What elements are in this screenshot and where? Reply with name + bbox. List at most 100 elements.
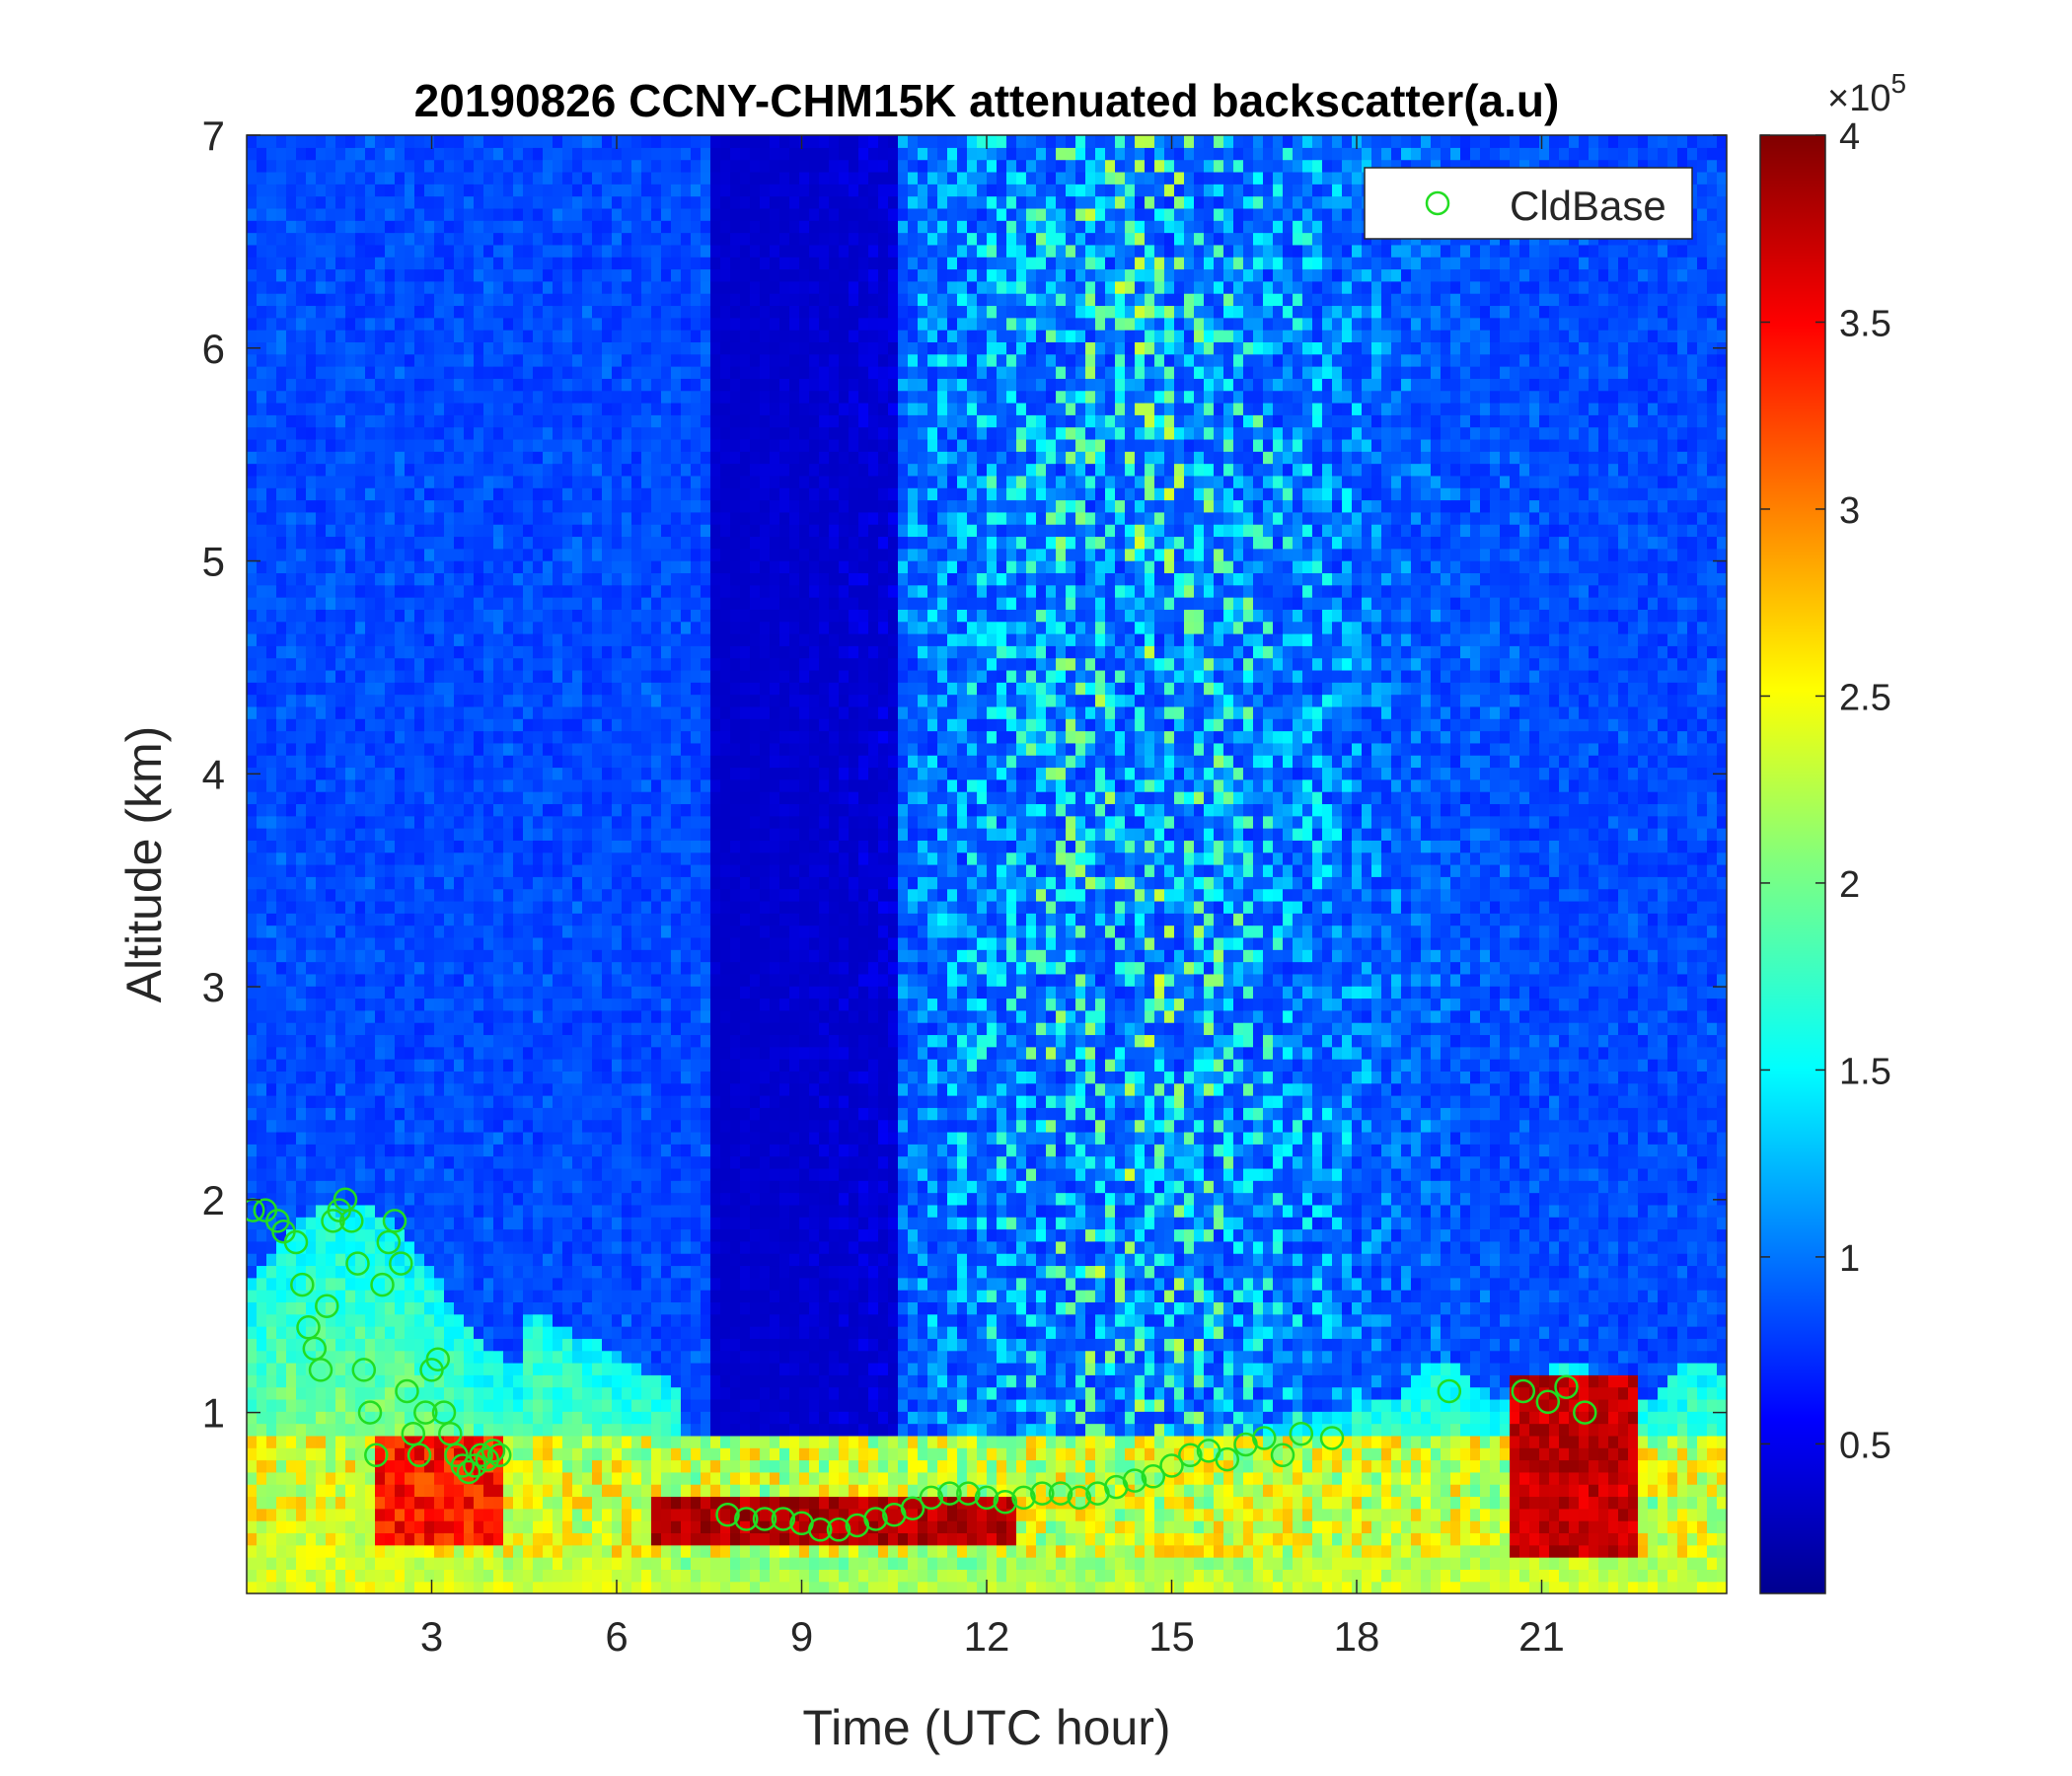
heatmap-cell	[543, 1362, 554, 1375]
heatmap-cell	[316, 1326, 327, 1339]
heatmap-cell	[641, 1046, 652, 1060]
heatmap-cell	[622, 1071, 632, 1084]
heatmap-cell	[553, 1240, 563, 1254]
heatmap-cell	[562, 560, 573, 573]
heatmap-cell	[493, 1471, 504, 1485]
heatmap-cell	[493, 1107, 504, 1121]
heatmap-cell	[562, 621, 573, 634]
heatmap-cell	[474, 609, 484, 623]
heatmap-cell	[444, 330, 455, 342]
heatmap-cell	[335, 341, 346, 355]
heatmap-cell	[641, 548, 652, 561]
heatmap-cell	[257, 973, 267, 987]
heatmap-cell	[651, 730, 662, 744]
heatmap-cell	[582, 742, 593, 756]
heatmap-cell	[355, 755, 366, 769]
heatmap-cell	[631, 1253, 642, 1267]
heatmap-cell	[513, 1423, 524, 1437]
heatmap-cell	[493, 705, 504, 719]
heatmap-cell	[316, 159, 327, 173]
heatmap-cell	[257, 1082, 267, 1096]
heatmap-cell	[355, 1581, 366, 1593]
heatmap-cell	[257, 1144, 267, 1157]
heatmap-cell	[483, 936, 494, 950]
heatmap-cell	[296, 378, 307, 392]
heatmap-cell	[345, 1022, 356, 1036]
heatmap-cell	[602, 876, 613, 890]
heatmap-cell	[513, 1009, 524, 1023]
heatmap-cell	[454, 1411, 465, 1425]
heatmap-cell	[493, 1581, 504, 1593]
heatmap-cell	[641, 828, 652, 841]
heatmap-cell	[444, 1544, 455, 1558]
heatmap-cell	[395, 1338, 406, 1352]
heatmap-cell	[513, 767, 524, 780]
heatmap-cell	[257, 925, 267, 938]
heatmap-cell	[365, 1119, 376, 1133]
heatmap-cell	[612, 1082, 623, 1096]
heatmap-cell	[602, 669, 613, 683]
heatmap-cell	[247, 280, 258, 294]
heatmap-cell	[375, 1107, 386, 1121]
heatmap-cell	[414, 815, 425, 829]
heatmap-cell	[483, 341, 494, 355]
heatmap-cell	[434, 184, 445, 197]
heatmap-cell	[365, 390, 376, 404]
heatmap-cell	[582, 268, 593, 282]
heatmap-cell	[247, 705, 258, 719]
heatmap-cell	[582, 341, 593, 355]
heatmap-cell	[266, 1350, 277, 1364]
heatmap-cell	[355, 694, 366, 707]
heatmap-cell	[483, 1095, 494, 1108]
heatmap-cell	[543, 305, 554, 319]
heatmap-cell	[651, 1386, 662, 1400]
heatmap-cell	[513, 1508, 524, 1521]
heatmap-cell	[543, 293, 554, 307]
heatmap-cell	[523, 1362, 534, 1375]
heatmap-cell	[276, 451, 287, 465]
heatmap-cell	[316, 1204, 327, 1218]
heatmap-cell	[651, 1374, 662, 1388]
heatmap-cell	[533, 1301, 544, 1315]
heatmap-cell	[257, 159, 267, 173]
heatmap-cell	[276, 1471, 287, 1485]
heatmap-cell	[276, 1253, 287, 1267]
heatmap-cell	[365, 232, 376, 246]
heatmap-cell	[513, 1484, 524, 1498]
heatmap-cell	[365, 621, 376, 634]
heatmap-cell	[306, 390, 317, 404]
heatmap-cell	[464, 1386, 475, 1400]
heatmap-cell	[444, 159, 455, 173]
heatmap-cell	[385, 1009, 396, 1023]
heatmap-cell	[345, 511, 356, 525]
heatmap-cell	[395, 998, 406, 1011]
heatmap-cell	[483, 366, 494, 379]
heatmap-cell	[444, 1265, 455, 1279]
heatmap-cell	[612, 232, 623, 246]
heatmap-cell	[474, 135, 484, 148]
heatmap-cell	[414, 293, 425, 307]
heatmap-cell	[572, 280, 583, 294]
heatmap-cell	[434, 1411, 445, 1425]
heatmap-cell	[375, 1447, 386, 1461]
heatmap-cell	[444, 742, 455, 756]
heatmap-cell	[326, 463, 336, 477]
heatmap-cell	[385, 645, 396, 659]
heatmap-cell	[326, 632, 336, 646]
heatmap-cell	[483, 597, 494, 610]
heatmap-cell	[286, 682, 297, 696]
heatmap-cell	[553, 1508, 563, 1521]
heatmap-cell	[543, 888, 554, 902]
heatmap-cell	[316, 815, 327, 829]
heatmap-cell	[523, 609, 534, 623]
heatmap-cell	[306, 669, 317, 683]
heatmap-cell	[405, 1071, 415, 1084]
heatmap-cell	[493, 888, 504, 902]
heatmap-cell	[533, 1144, 544, 1157]
heatmap-cell	[533, 184, 544, 197]
heatmap-cell	[365, 378, 376, 392]
heatmap-cell	[513, 1240, 524, 1254]
heatmap-cell	[493, 451, 504, 465]
heatmap-cell	[602, 1350, 613, 1364]
heatmap-cell	[464, 986, 475, 999]
